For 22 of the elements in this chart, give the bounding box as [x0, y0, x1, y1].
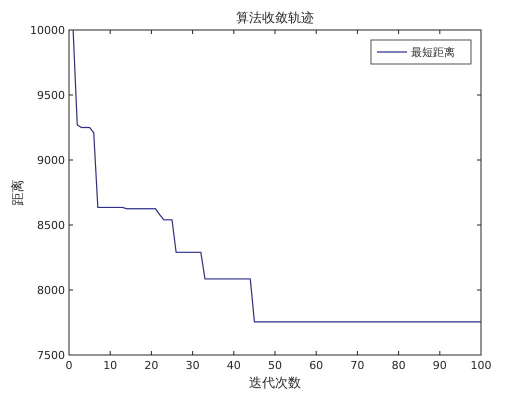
- line-series: [72, 29, 482, 322]
- y-axis-title: 距离: [10, 180, 26, 206]
- x-tick-label: 70: [350, 359, 364, 372]
- y-tick-label: 8000: [37, 284, 65, 297]
- chart-title: 算法收敛轨迹: [236, 10, 314, 26]
- y-tick-label: 7500: [37, 349, 65, 362]
- x-tick-label: 90: [432, 359, 447, 372]
- y-tick-label: 10000: [30, 24, 65, 37]
- x-axis-title: 迭代次数: [249, 376, 301, 391]
- y-tick-label: 8500: [37, 219, 65, 232]
- x-tick-label: 30: [186, 359, 200, 372]
- x-tick-label: 0: [66, 359, 72, 372]
- x-tick-label: 60: [309, 359, 324, 372]
- x-tick-label: 100: [470, 359, 492, 372]
- x-tick-label: 20: [144, 359, 158, 372]
- y-tick-label: 9000: [37, 154, 65, 167]
- x-tick-label: 40: [226, 359, 241, 372]
- x-tick-label: 50: [268, 359, 282, 372]
- legend-label: 最短距离: [411, 46, 455, 59]
- x-tick-label: 80: [392, 359, 406, 372]
- y-tick-label: 9500: [37, 89, 65, 102]
- x-tick-label: 10: [103, 359, 118, 372]
